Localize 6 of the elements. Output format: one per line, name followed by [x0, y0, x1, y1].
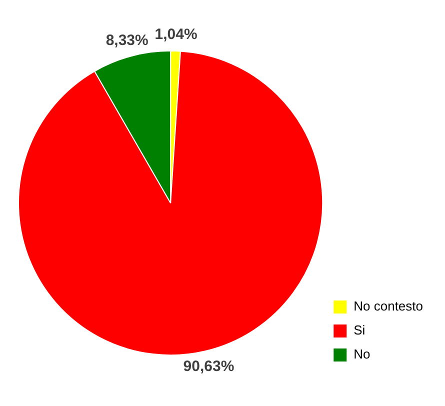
legend-label: No — [354, 346, 370, 362]
data-label: 90,63% — [183, 358, 234, 375]
data-label: 1,04% — [154, 26, 198, 44]
data-label: 8,33% — [106, 32, 148, 49]
legend-label: No contesto — [354, 298, 423, 314]
legend-label: Si — [354, 322, 366, 338]
